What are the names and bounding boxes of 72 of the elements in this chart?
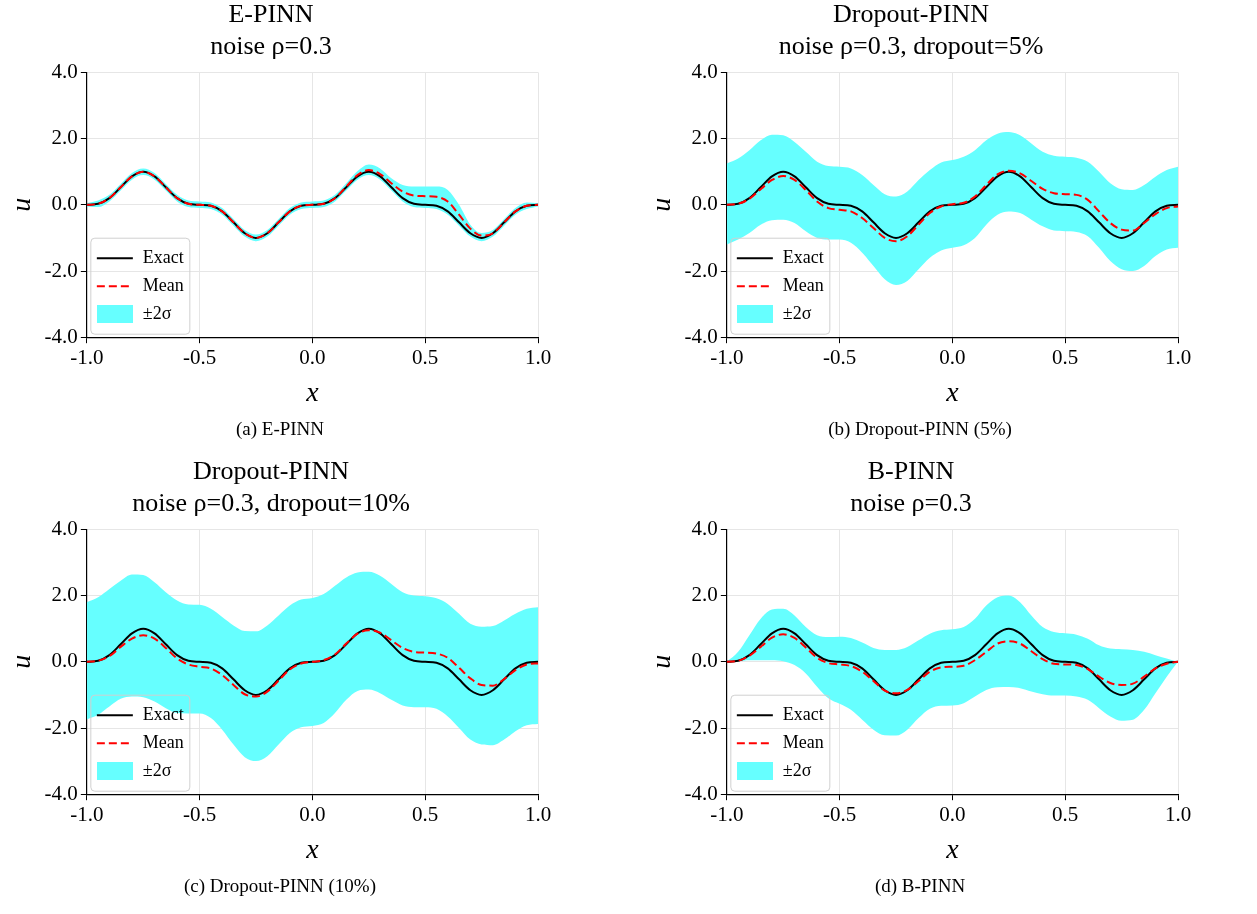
x-tick-label: -0.5	[183, 345, 217, 370]
annotation: ±2σ	[142, 759, 172, 780]
legend-label: Exact	[782, 703, 824, 724]
x-tick-label: -0.5	[823, 802, 857, 827]
x-tick-label: 0.0	[299, 802, 326, 827]
y-tick-label: -4.0	[684, 323, 718, 348]
y-tick-label: 4.0	[691, 515, 718, 540]
chart-subtitle: noise ρ=0.3	[210, 30, 332, 60]
x-tick-label: -1.0	[70, 802, 104, 827]
x-tick-label: 1.0	[524, 802, 552, 827]
x-axis-title: x	[945, 832, 960, 864]
y-axis-title: u	[5, 654, 37, 669]
y-tick-label: -4.0	[44, 323, 78, 348]
x-tick-label: 1.0	[524, 345, 552, 370]
y-tick-label: 2.0	[691, 582, 718, 607]
x-tick-label: -1.0	[710, 802, 744, 827]
x-axis-title: x	[305, 375, 320, 407]
x-tick-label: 0.5	[1052, 802, 1079, 827]
text: (c) Dropout-PINN (10%)	[182, 875, 378, 897]
text: (b) Dropout-PINN (5%)	[827, 418, 1013, 440]
y-tick-label: -2.0	[44, 714, 78, 739]
y-tick-label: -2.0	[684, 257, 718, 282]
y-tick-label: 0.0	[691, 191, 718, 216]
y-tick-label: 2.0	[51, 582, 78, 607]
y-tick-label: 0.0	[51, 191, 78, 216]
x-tick-label: 0.5	[1052, 345, 1079, 370]
legend-label: Mean	[782, 274, 824, 295]
y-tick-label: -2.0	[44, 257, 78, 282]
x-tick-label: -0.5	[183, 802, 217, 827]
y-tick-label: 2.0	[51, 125, 78, 150]
x-axis-title: x	[305, 832, 320, 864]
x-tick-label: 1.0	[1164, 345, 1192, 370]
chart-title: Dropout-PINN	[193, 456, 350, 486]
annotation: ±2σ	[782, 759, 812, 780]
x-tick-label: 0.5	[412, 345, 439, 370]
legend-label: Exact	[782, 246, 824, 267]
x-tick-label: 0.0	[299, 345, 326, 370]
y-axis-title: u	[645, 654, 677, 669]
y-tick-label: 2.0	[691, 125, 718, 150]
chart-subtitle: noise ρ=0.3	[850, 487, 972, 517]
y-tick-label: -4.0	[44, 780, 78, 805]
annotation: ±2σ	[782, 302, 812, 323]
x-tick-label: -0.5	[823, 345, 857, 370]
text: (a) E-PINN	[234, 418, 326, 440]
x-tick-label: 0.0	[939, 802, 966, 827]
legend-label: Mean	[142, 274, 184, 295]
y-tick-label: 0.0	[51, 648, 78, 673]
x-tick-label: 0.5	[412, 802, 439, 827]
chart-title: Dropout-PINN	[833, 0, 990, 29]
y-tick-label: -4.0	[684, 780, 718, 805]
y-tick-label: -2.0	[684, 714, 718, 739]
legend-label: Exact	[142, 246, 184, 267]
legend-label: Exact	[142, 703, 184, 724]
y-tick-label: 4.0	[691, 58, 718, 83]
y-axis-title: u	[5, 197, 37, 212]
y-tick-label: 4.0	[51, 58, 78, 83]
chart-title: E-PINN	[228, 0, 314, 29]
x-tick-label: -1.0	[710, 345, 744, 370]
chart-subtitle: noise ρ=0.3, dropout=5%	[778, 30, 1044, 60]
text: (d) B-PINN	[873, 875, 967, 897]
annotation: ±2σ	[142, 302, 172, 323]
x-tick-label: -1.0	[70, 345, 104, 370]
y-axis-title: u	[645, 197, 677, 212]
x-tick-label: 1.0	[1164, 802, 1192, 827]
chart-subtitle: noise ρ=0.3, dropout=10%	[132, 487, 410, 517]
y-tick-label: 0.0	[691, 648, 718, 673]
legend-label: Mean	[142, 731, 184, 752]
chart-title: B-PINN	[867, 456, 955, 486]
x-tick-label: 0.0	[939, 345, 966, 370]
legend-label: Mean	[782, 731, 824, 752]
y-tick-label: 4.0	[51, 515, 78, 540]
x-axis-title: x	[945, 375, 960, 407]
